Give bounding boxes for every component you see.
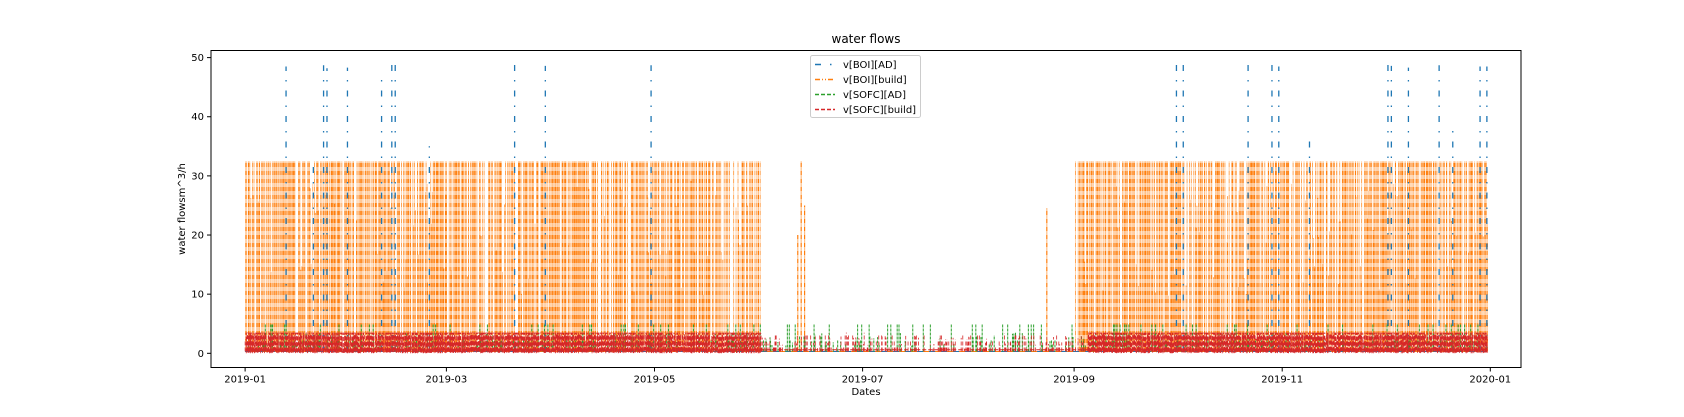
legend-entry: v[BOI][build] — [815, 75, 907, 86]
legend-entry: v[SOFC][AD] — [815, 90, 906, 101]
series-layer — [244, 63, 1488, 354]
legend-label: v[SOFC][build] — [843, 105, 916, 116]
series-sofc-build — [244, 332, 1488, 354]
legend-entry: v[SOFC][build] — [815, 105, 916, 116]
legend-entry: v[BOI][AD] — [815, 60, 897, 71]
x-tick-label: 2019-07 — [842, 375, 884, 386]
legend-label: v[SOFC][AD] — [843, 90, 906, 101]
y-ticks: 0 10 20 30 40 50 — [191, 53, 211, 360]
x-tick-label: 2019-05 — [634, 375, 676, 386]
y-tick-label: 30 — [191, 171, 204, 182]
x-tick-label: 2019-01 — [224, 375, 266, 386]
y-axis-label: water flowsm^3/h — [177, 163, 188, 255]
y-tick-label: 40 — [191, 112, 204, 123]
y-tick-label: 0 — [198, 349, 204, 360]
x-tick-label: 2019-11 — [1261, 375, 1303, 386]
axes-frame — [210, 50, 1522, 368]
legend-box — [810, 55, 921, 118]
x-ticks: 2019-01 2019-03 2019-05 2019-07 2019-09 2019-… — [224, 367, 1511, 386]
y-tick-label: 50 — [191, 53, 204, 64]
series-boi-build-hatch — [245, 161, 1488, 352]
chart-title: water flows — [832, 32, 901, 46]
legend-label: v[BOI][build] — [843, 75, 907, 86]
y-tick-label: 10 — [191, 290, 204, 301]
y-tick-label: 20 — [191, 231, 204, 242]
legend-label: v[BOI][AD] — [843, 60, 897, 71]
x-tick-label: 2019-09 — [1053, 375, 1095, 386]
x-tick-label: 2019-03 — [425, 375, 467, 386]
series-sofc-build-hatch — [244, 332, 1488, 354]
legend: v[BOI][AD] v[BOI][build] v[SOFC][AD] v[S… — [810, 55, 921, 118]
x-tick-label: 2020-01 — [1469, 375, 1511, 386]
x-axis-label: Dates — [851, 387, 880, 398]
